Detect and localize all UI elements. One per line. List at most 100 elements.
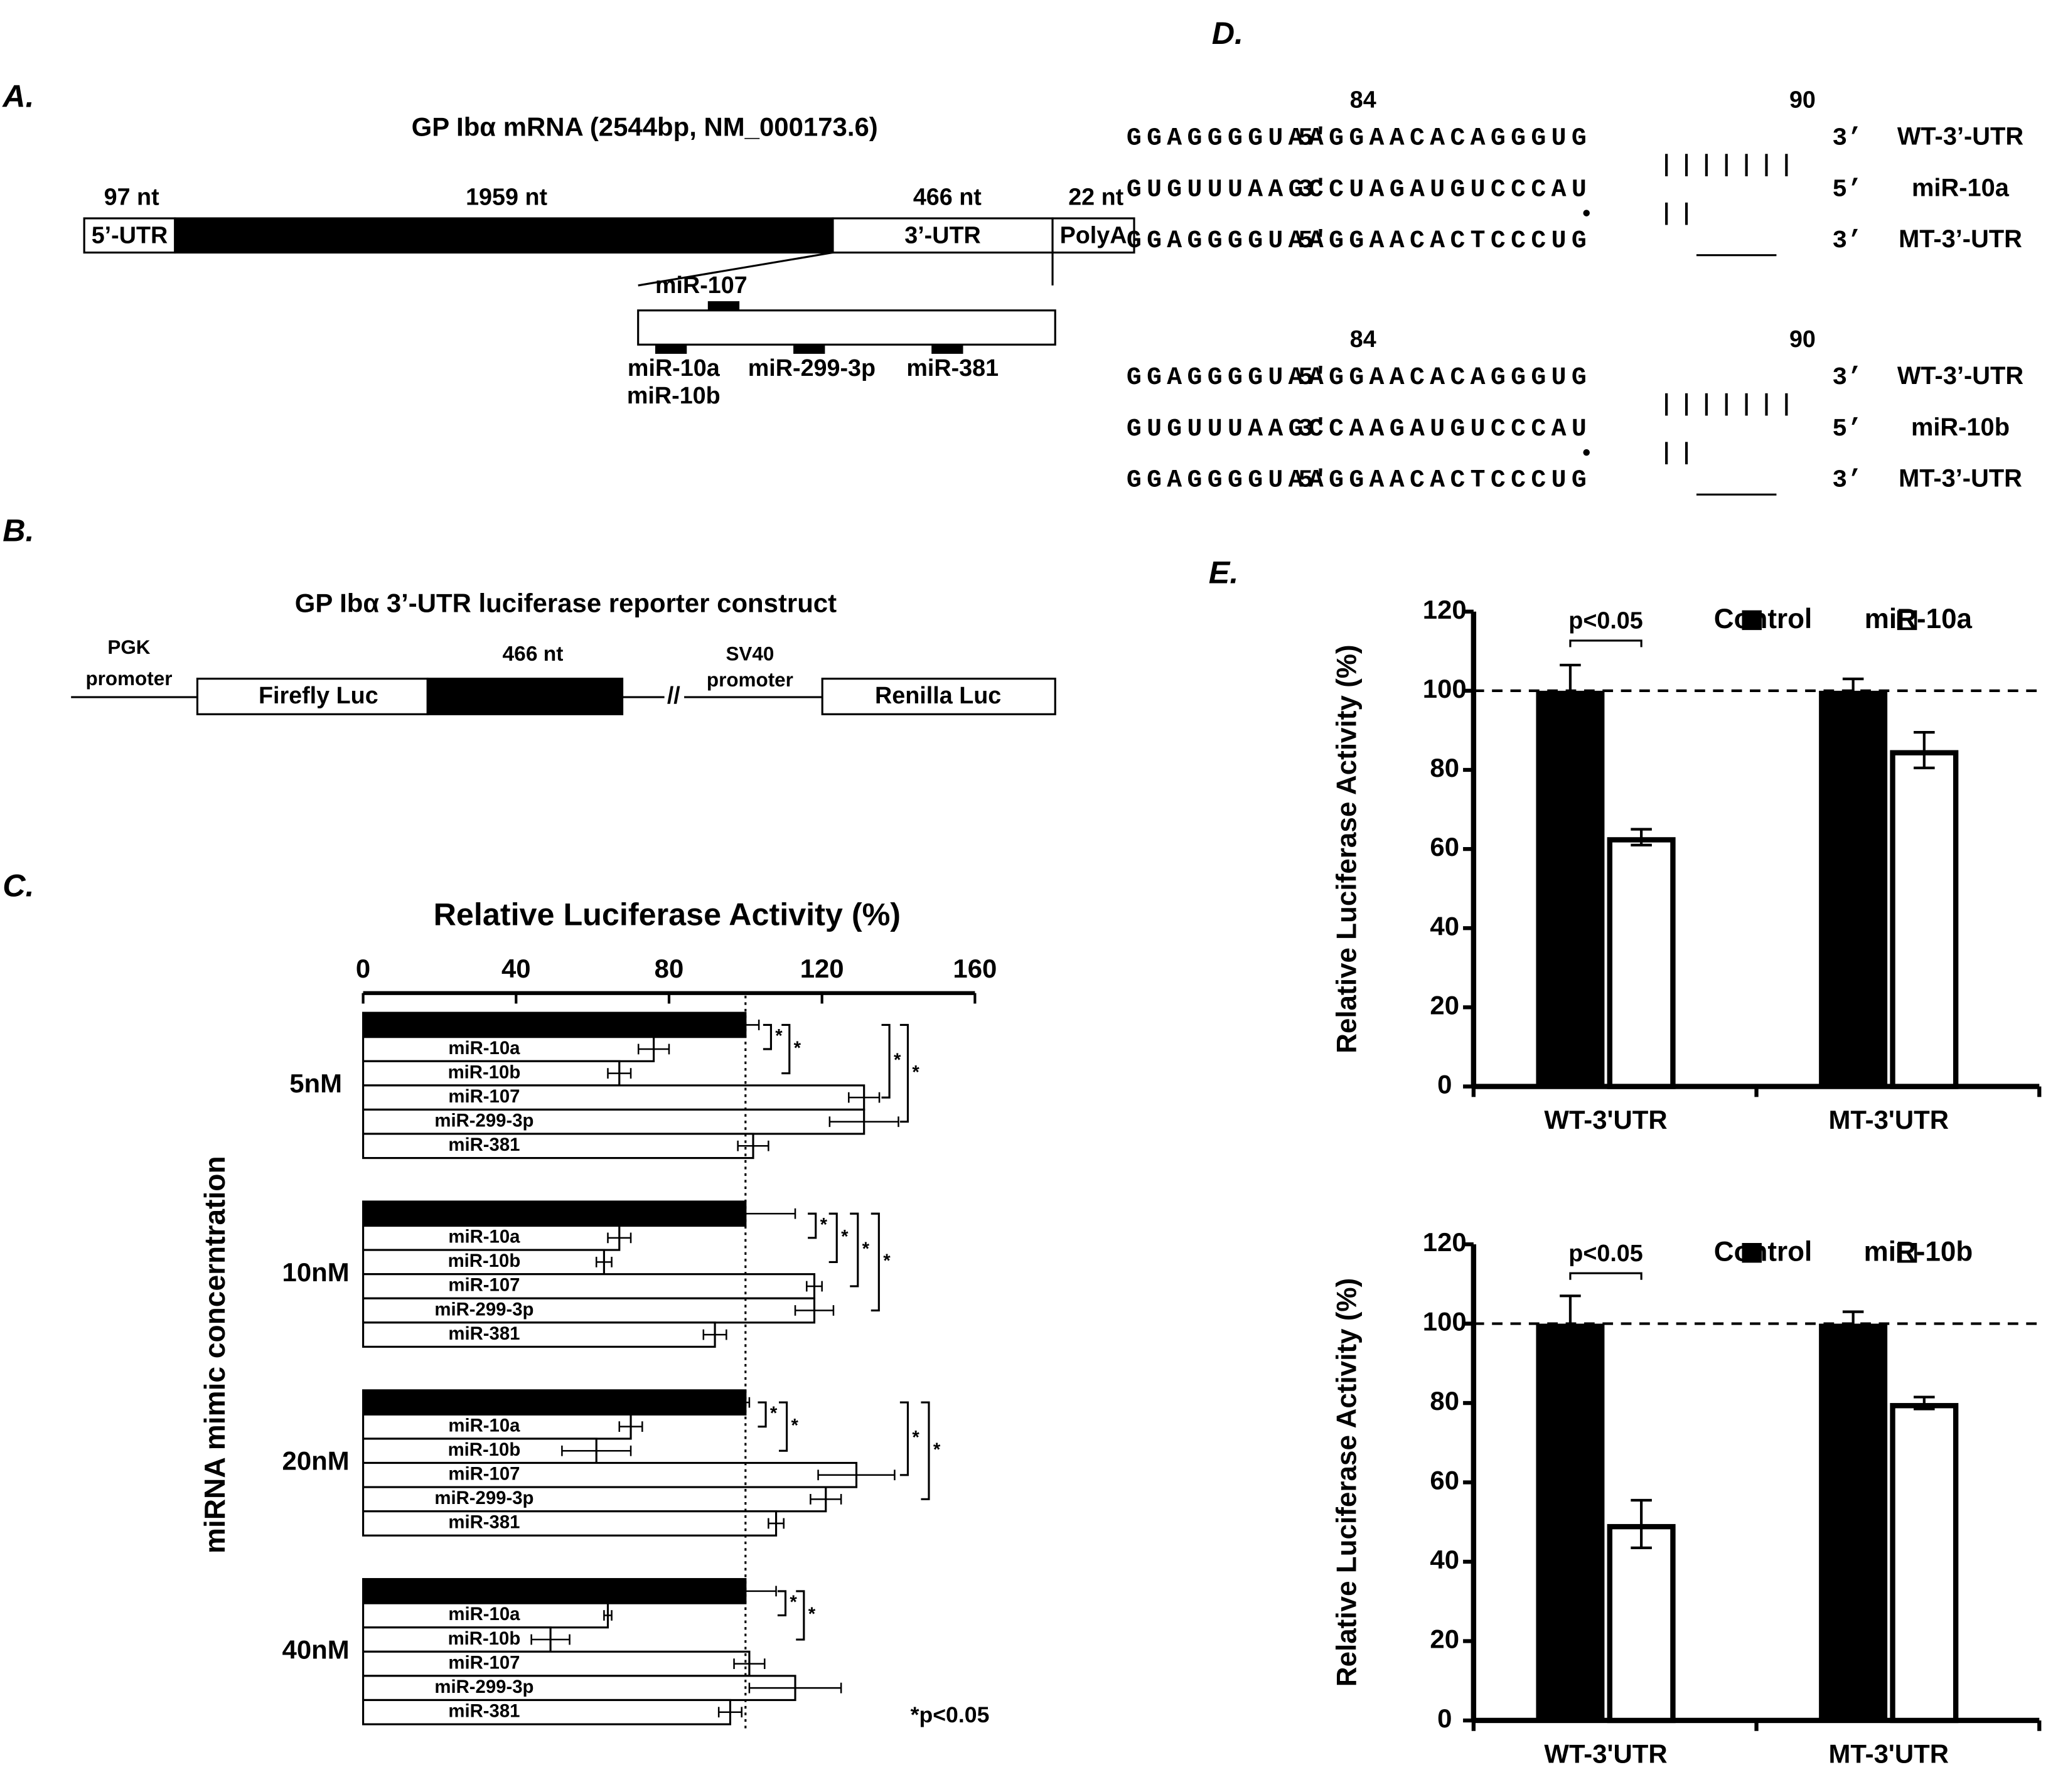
wobble-dot [1583, 210, 1590, 216]
significance-bracket [921, 1401, 930, 1500]
significance-bracket [808, 1212, 817, 1239]
strand-end: 3’ [1832, 227, 1862, 255]
y-tick-label: 40 [1430, 911, 1459, 941]
x-tick-label: 120 [800, 954, 844, 983]
significance-star: * [933, 1439, 941, 1460]
utr-insert [426, 678, 624, 715]
bar [362, 1650, 751, 1677]
significance-bracket [758, 1401, 767, 1428]
wobble-dot [1583, 449, 1590, 456]
legend-swatch [1742, 1243, 1762, 1263]
renilla-label: Renilla Luc [875, 682, 1001, 708]
panel-label: A. [1, 78, 34, 114]
strand-end: 3’ [1832, 466, 1862, 494]
error-bar [530, 1634, 571, 1645]
y-tick-label: 120 [1423, 1227, 1467, 1257]
bar-label: miR-299-3p [434, 1488, 533, 1508]
significance-bracket [777, 1590, 787, 1617]
strand-end: 5’ [1832, 415, 1862, 443]
bar [1536, 690, 1605, 1087]
bar [362, 1486, 827, 1513]
error-bar [768, 1518, 785, 1529]
bar [362, 1224, 621, 1251]
bar-label: miR-381 [448, 1701, 520, 1722]
bar [362, 1200, 747, 1227]
error-bar [637, 1043, 670, 1055]
significance-bracket [850, 1212, 859, 1288]
bar-label: miR-299-3p [434, 1110, 533, 1131]
significance-bracket [779, 1401, 788, 1452]
promoter-label: PGK [107, 636, 150, 658]
y-tick-label: 20 [1430, 990, 1459, 1020]
strand-end: 5' [1298, 466, 1328, 494]
error-bar [748, 1682, 842, 1693]
site-label: miR-381 [906, 355, 999, 381]
bar [362, 1510, 778, 1537]
bar-label: miR-10a [448, 1604, 520, 1624]
sequence-label: miR-10a [1912, 174, 2010, 201]
bar [362, 1011, 747, 1038]
site-label: miR-299-3p [748, 355, 876, 381]
bar-label: miR-107 [448, 1652, 520, 1673]
sequence-label: WT-3’-UTR [1897, 123, 2023, 151]
group-label: 40nM [282, 1635, 350, 1664]
bar-label: miR-381 [448, 1323, 520, 1344]
y-tick-label: 20 [1430, 1624, 1459, 1654]
segment-length: 22 nt [1068, 184, 1123, 210]
binding-site [707, 301, 740, 311]
bar-label: miR-107 [448, 1464, 520, 1485]
strand-end: 5’ [1832, 175, 1862, 203]
significance-star: * [775, 1025, 783, 1046]
segment-length: 1959 nt [466, 184, 547, 210]
site-label: miR-10a [628, 355, 721, 381]
error-bar [607, 1232, 632, 1244]
sequence: GGAGGGGUAAGGAACACAGGGUG [1127, 363, 1587, 392]
renilla-box [821, 678, 1056, 715]
y-tick-label: 80 [1430, 753, 1459, 782]
utr-length: 466 nt [503, 643, 564, 666]
x-tick-label: WT-3'UTR [1544, 1739, 1667, 1769]
error-bar [828, 1116, 899, 1128]
promoter-label: SV40 [726, 643, 774, 664]
break-mark: // [667, 682, 680, 708]
diagram-title: GP Ibα mRNA (2544bp, NM_000173.6) [412, 112, 878, 142]
bar [1819, 690, 1888, 1087]
zoom-line [638, 251, 833, 287]
diagram-title: GP Ibα 3’-UTR luciferase reporter constr… [295, 588, 837, 617]
bar [1890, 750, 1959, 1089]
sequence: GUGUUUAAGCCUAGAUGUCCCAU [1127, 175, 1587, 203]
error-bar [1914, 1395, 1935, 1411]
bar-label: Control [451, 1580, 517, 1601]
bar [1536, 1323, 1605, 1720]
significance-bracket [828, 1212, 838, 1263]
position-label: 90 [1789, 86, 1816, 112]
legend-label: Control [1714, 604, 1812, 634]
error-bar [794, 1305, 835, 1316]
binding-site [931, 344, 963, 354]
bar [1607, 1523, 1676, 1724]
error-bar [702, 1329, 727, 1340]
utr-insert-label: GP Ibα 3’-UTR [447, 682, 606, 708]
significance-bracket [796, 1590, 805, 1641]
error-bar [1631, 1498, 1652, 1549]
segment-length: 97 nt [104, 184, 159, 210]
significance-star: * [841, 1227, 849, 1247]
error-bar [733, 1658, 766, 1669]
error-bar [717, 1707, 742, 1718]
position-label: 90 [1789, 326, 1816, 352]
bar-label: miR-10b [448, 1439, 521, 1460]
bar-label: miR-381 [448, 1134, 520, 1155]
significance-bracket [871, 1212, 880, 1312]
x-tick-label: 0 [356, 954, 370, 983]
bar-label: miR-107 [448, 1086, 520, 1107]
sequence-label: miR-10b [1911, 413, 2010, 441]
bar-label: Control [451, 1391, 517, 1412]
significance-star: * [883, 1251, 891, 1271]
panel-label: B. [3, 512, 34, 548]
bar [362, 1133, 754, 1160]
promoter-label: promoter [707, 669, 793, 691]
segment-label: 5’-UTR [92, 221, 168, 248]
utr-box [637, 309, 1056, 346]
y-tick-label: 60 [1430, 832, 1459, 861]
segment-label: 3’-UTR [904, 221, 981, 248]
